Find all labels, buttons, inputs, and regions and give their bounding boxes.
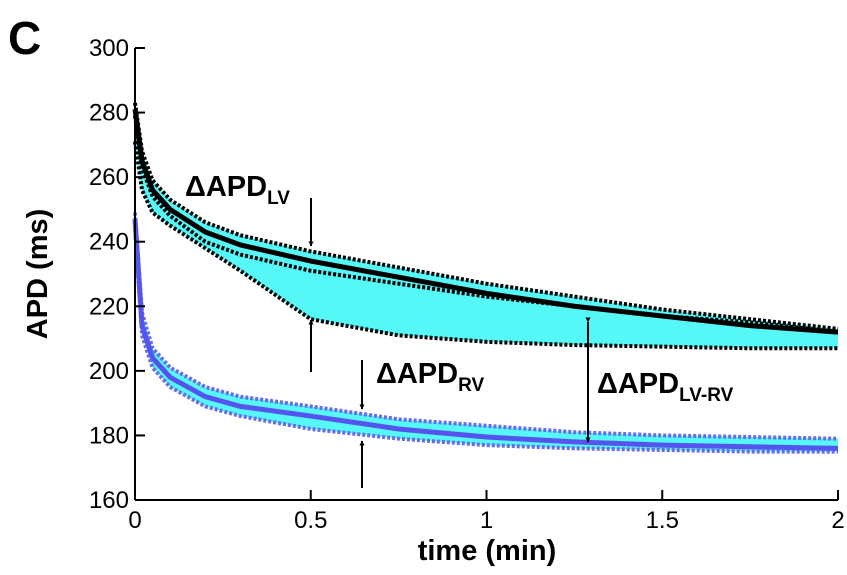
y-axis-label: APD (ms) [22, 209, 54, 340]
y-tick-label: 180 [89, 422, 129, 449]
x-tick-label: 1.5 [646, 507, 679, 534]
y-tick-label: 260 [89, 164, 129, 191]
panel-label: C [8, 12, 41, 64]
dotted-line [133, 212, 839, 441]
annotation-text: ΔAPD [376, 358, 458, 390]
x-tick-label: 0.5 [294, 507, 327, 534]
annotation-arrows [308, 198, 591, 488]
dotted-line [133, 141, 838, 351]
x-tick-label: 0 [128, 507, 141, 534]
dotted-line [133, 102, 839, 331]
dotted-line [133, 225, 838, 454]
x-tick-label: 2 [831, 507, 844, 534]
annotation-sub: RV [458, 375, 484, 396]
annotation: ΔAPDLV-RV [597, 368, 734, 406]
annotation-sub: LV-RV [679, 385, 734, 406]
plot-area: 160 180 200 220 240 260 280 300 0 0.5 1 1.5 2 [89, 35, 845, 534]
annotation-sub: LV [267, 188, 290, 209]
x-tick-label: 1 [480, 507, 493, 534]
annotation-text: ΔAPD [597, 368, 679, 400]
y-tick-label: 160 [89, 487, 129, 514]
y-tick-label: 300 [89, 35, 129, 62]
y-tick-label: 240 [89, 229, 129, 256]
y-tick-label: 220 [89, 293, 129, 320]
x-axis-label: time (min) [418, 535, 557, 567]
mean-line [132, 218, 839, 451]
annotation: ΔAPDLV [185, 171, 290, 209]
annotation-text: ΔAPD [185, 171, 267, 203]
band-fill [135, 102, 838, 349]
mean-line [132, 109, 839, 335]
annotation: ΔAPDRV [376, 358, 484, 396]
y-tick-label: 200 [89, 358, 129, 385]
y-tick-label: 280 [89, 100, 129, 127]
